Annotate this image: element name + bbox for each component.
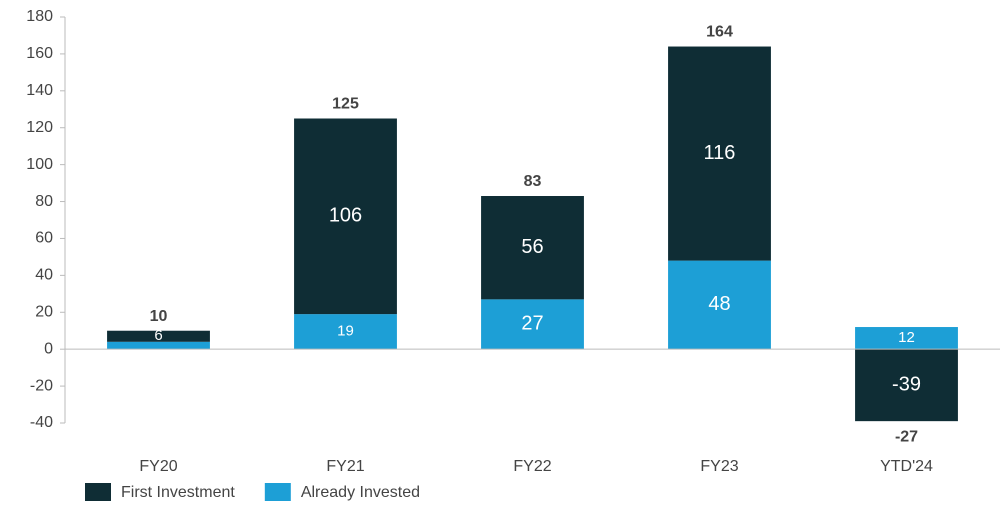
legend-swatch bbox=[264, 483, 291, 501]
bar-segment bbox=[294, 118, 397, 315]
segment-label: 27 bbox=[521, 313, 543, 335]
total-label: -27 bbox=[895, 428, 918, 445]
y-tick-label: -40 bbox=[30, 414, 53, 431]
bar-segment bbox=[481, 196, 584, 300]
bar-segment bbox=[294, 314, 397, 350]
segment-label: 48 bbox=[708, 293, 730, 315]
bar-segment bbox=[668, 260, 771, 350]
bar-segment bbox=[107, 330, 210, 342]
bar-segment bbox=[107, 341, 210, 350]
y-tick-label: 160 bbox=[26, 45, 53, 62]
y-tick-label: 60 bbox=[35, 230, 53, 247]
bar-segment bbox=[855, 327, 958, 350]
legend-label: First Investment bbox=[121, 484, 235, 501]
total-label: 10 bbox=[150, 308, 168, 325]
y-tick-label: 120 bbox=[26, 119, 53, 136]
segment-label: 12 bbox=[898, 329, 915, 346]
x-tick-label: FY21 bbox=[326, 458, 364, 475]
x-tick-label: FY23 bbox=[700, 458, 738, 475]
y-tick-label: 0 bbox=[44, 340, 53, 357]
segment-label: 6 bbox=[154, 327, 162, 344]
segment-label: -39 bbox=[892, 373, 921, 395]
x-tick-label: FY22 bbox=[513, 458, 551, 475]
bar-segment bbox=[668, 46, 771, 261]
segment-label: 116 bbox=[704, 142, 736, 164]
x-tick-label: FY20 bbox=[139, 458, 177, 475]
total-label: 83 bbox=[524, 173, 542, 190]
y-tick-label: 80 bbox=[35, 193, 53, 210]
y-tick-label: 140 bbox=[26, 82, 53, 99]
y-tick-label: 40 bbox=[35, 267, 53, 284]
segment-label: 19 bbox=[337, 323, 354, 340]
bar-segment bbox=[481, 299, 584, 350]
y-tick-label: -20 bbox=[30, 377, 53, 394]
total-label: 164 bbox=[706, 24, 733, 41]
legend-swatch bbox=[85, 483, 111, 501]
y-tick-label: 100 bbox=[26, 156, 53, 173]
y-tick-label: 20 bbox=[35, 303, 53, 320]
segment-label: 106 bbox=[329, 205, 362, 227]
y-tick-label: 180 bbox=[26, 8, 53, 25]
legend-label: Already Invested bbox=[301, 484, 420, 501]
x-tick-label: YTD'24 bbox=[880, 458, 933, 475]
segment-label: 56 bbox=[521, 236, 543, 258]
total-label: 125 bbox=[332, 96, 359, 113]
bar-segment bbox=[855, 349, 958, 422]
